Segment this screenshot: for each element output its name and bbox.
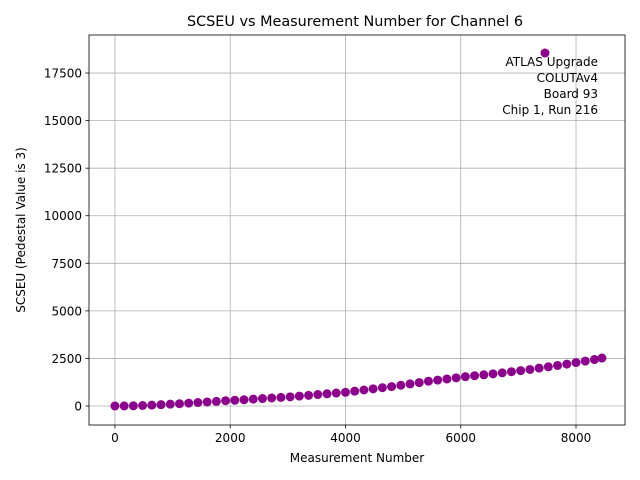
data-point	[239, 395, 249, 405]
data-point	[350, 386, 360, 396]
data-point	[230, 395, 240, 405]
data-point	[174, 399, 184, 409]
data-point	[285, 392, 295, 402]
data-point	[506, 367, 516, 377]
data-point	[128, 401, 138, 411]
data-point	[451, 373, 461, 383]
data-point	[562, 359, 572, 369]
data-point	[497, 368, 507, 378]
y-tick-label: 10000	[44, 209, 82, 223]
y-axis-label: SCSEU (Pedestal Value is 3)	[14, 147, 28, 313]
data-point	[276, 392, 286, 402]
y-tick-label: 7500	[51, 257, 82, 271]
y-tick-label: 2500	[51, 352, 82, 366]
x-tick-label: 8000	[561, 431, 592, 445]
data-point	[488, 369, 498, 379]
y-tick-label: 5000	[51, 304, 82, 318]
annotation-line: Chip 1, Run 216	[502, 103, 598, 117]
data-point	[331, 388, 341, 398]
data-point	[396, 380, 406, 390]
data-point	[405, 379, 415, 389]
data-point	[543, 362, 553, 372]
data-point	[304, 390, 314, 400]
x-tick-label: 0	[111, 431, 119, 445]
data-point	[423, 376, 433, 386]
data-points	[110, 353, 607, 411]
data-point	[248, 394, 258, 404]
data-point	[387, 382, 397, 392]
data-point	[553, 360, 563, 370]
y-tick-label: 15000	[44, 114, 82, 128]
data-point	[313, 390, 323, 400]
data-point	[571, 358, 581, 368]
data-point	[368, 384, 378, 394]
data-point	[165, 399, 175, 409]
y-axis-ticks: 0 2500 5000 7500 10000 12500 15000 17500	[44, 67, 89, 413]
x-tick-label: 2000	[215, 431, 246, 445]
data-point	[202, 397, 212, 407]
x-tick-label: 6000	[445, 431, 476, 445]
y-tick-label: 0	[74, 399, 82, 413]
data-point	[525, 364, 535, 374]
data-point	[414, 378, 424, 388]
annotation-line: Board 93	[544, 87, 598, 101]
y-tick-label: 17500	[44, 67, 82, 81]
data-point	[534, 363, 544, 373]
data-point	[322, 389, 332, 399]
x-tick-label: 4000	[330, 431, 361, 445]
data-point	[184, 398, 194, 408]
annotation-line: ATLAS Upgrade	[505, 55, 598, 69]
data-point	[193, 398, 203, 408]
chart-title: SCSEU vs Measurement Number for Channel …	[187, 14, 523, 30]
data-point	[433, 375, 443, 385]
data-point	[589, 355, 599, 365]
data-point	[110, 401, 120, 411]
annotation-text: ATLAS Upgrade COLUTAv4 Board 93 Chip 1, Run…	[502, 55, 598, 117]
data-point	[138, 401, 148, 410]
y-tick-label: 12500	[44, 162, 82, 176]
data-point	[340, 387, 350, 397]
data-point	[516, 366, 526, 376]
data-point	[597, 353, 607, 363]
data-point	[479, 370, 489, 380]
data-point	[377, 383, 387, 393]
data-point	[460, 372, 470, 382]
legend-marker	[540, 48, 550, 58]
data-point	[221, 396, 231, 406]
data-point	[359, 385, 369, 395]
data-point	[156, 400, 166, 410]
x-axis-label: Measurement Number	[290, 451, 424, 465]
plot-frame	[88, 34, 626, 426]
annotation-line: COLUTAv4	[537, 71, 598, 85]
data-point	[267, 393, 277, 403]
data-point	[119, 401, 129, 411]
x-axis-ticks: 0 2000 4000 6000 8000	[111, 425, 591, 445]
data-point	[580, 356, 590, 366]
data-point	[294, 391, 304, 401]
data-point	[257, 394, 267, 404]
data-point	[442, 374, 452, 384]
data-point	[470, 371, 480, 381]
data-point	[211, 396, 221, 406]
data-point	[147, 400, 157, 410]
